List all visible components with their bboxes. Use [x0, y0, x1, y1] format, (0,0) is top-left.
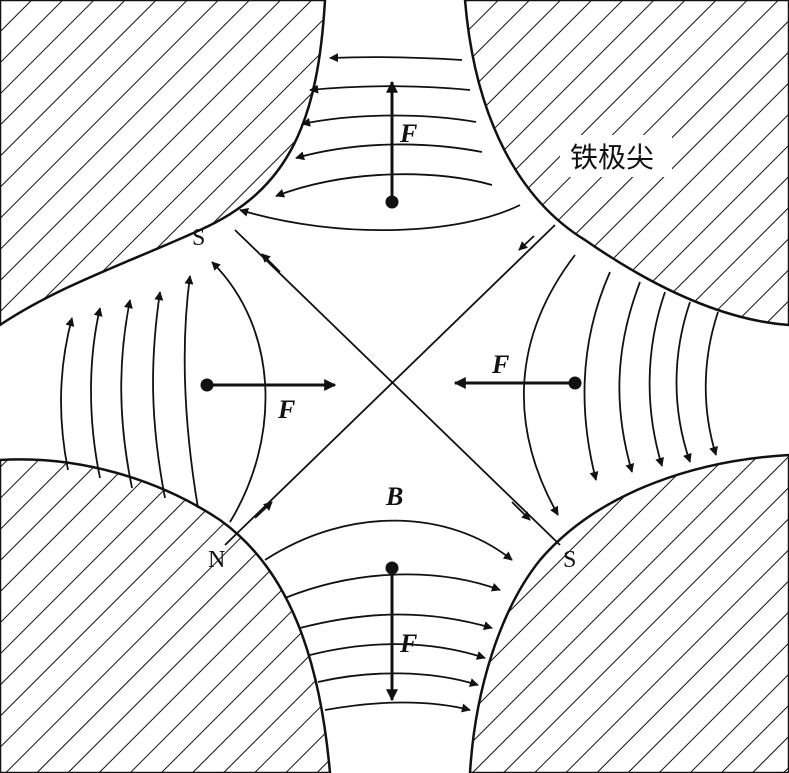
- force-bottom: [385, 561, 399, 702]
- field-lines-right: [523, 254, 719, 516]
- force-label-left: F: [277, 395, 295, 424]
- pole-tip-top-left: [0, 0, 327, 327]
- center-axes: [224, 224, 561, 546]
- field-lines-bottom: [264, 519, 513, 713]
- force-top: [385, 80, 399, 209]
- pole-tip-bottom-left: [0, 458, 332, 773]
- force-vectors: [200, 80, 582, 702]
- force-label-top: F: [399, 119, 417, 148]
- material-label: 铁极尖: [570, 141, 654, 174]
- force-label-right: F: [491, 350, 509, 379]
- force-left: [200, 378, 337, 392]
- field-label-b: B: [385, 482, 403, 511]
- pole-tip-bottom-right: [468, 453, 789, 773]
- pole-label-bottom-right: S: [563, 547, 576, 573]
- field-lines-left: [60, 261, 267, 523]
- force-right: [453, 376, 582, 390]
- pole-label-bottom-left: N: [208, 547, 225, 573]
- material-label-bg: [560, 135, 672, 177]
- diagonal-field-arrows: [254, 235, 535, 521]
- force-label-bottom: F: [399, 629, 417, 658]
- pole-label-top-left: S: [192, 225, 205, 251]
